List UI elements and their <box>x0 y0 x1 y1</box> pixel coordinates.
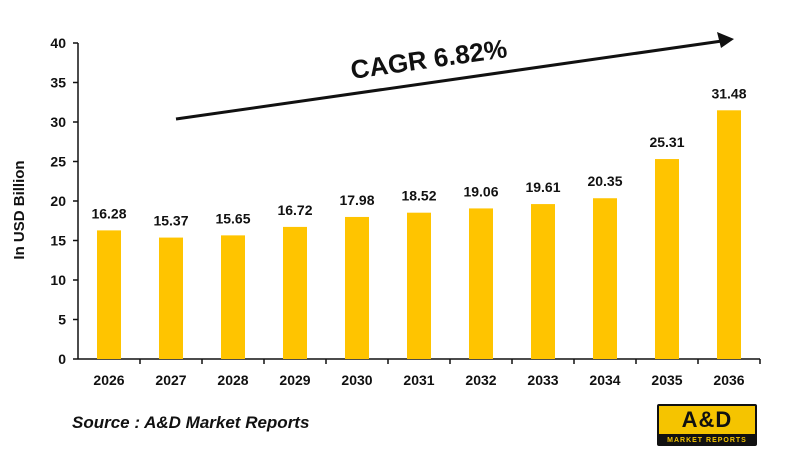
y-tick-label: 20 <box>50 193 66 209</box>
x-tick-label: 2026 <box>93 372 124 388</box>
x-tick-label: 2032 <box>465 372 496 388</box>
y-axis: 0 5 10 15 20 25 30 35 40 <box>50 35 79 367</box>
x-tick-label: 2036 <box>713 372 744 388</box>
bar <box>531 204 555 359</box>
bar <box>221 235 245 359</box>
bar <box>283 226 307 359</box>
data-label: 25.31 <box>649 134 684 150</box>
y-tick-label: 25 <box>50 154 66 170</box>
y-tick-label: 5 <box>58 312 66 328</box>
data-label: 18.52 <box>401 188 436 204</box>
x-tick-label: 2031 <box>403 372 434 388</box>
x-axis: 2026 2027 2028 2029 2030 2031 2032 2033 2034 2035… <box>78 358 761 388</box>
data-label: 15.65 <box>215 210 250 226</box>
x-tick-label: 2028 <box>217 372 248 388</box>
data-label: 19.61 <box>525 179 560 195</box>
y-tick-label: 40 <box>50 35 66 51</box>
data-label: 31.48 <box>711 85 746 101</box>
bar <box>655 159 679 359</box>
bar <box>97 230 121 359</box>
x-tick-label: 2027 <box>155 372 186 388</box>
x-tick-label: 2035 <box>651 372 682 388</box>
cagr-annotation: CAGR 6.82% <box>349 33 509 85</box>
y-tick-label: 30 <box>50 114 66 130</box>
bar <box>469 208 493 359</box>
bar <box>345 216 369 359</box>
bar <box>593 198 617 359</box>
arrow-head-icon <box>717 32 734 48</box>
x-tick-label: 2033 <box>527 372 558 388</box>
x-tick-label: 2029 <box>279 372 310 388</box>
cagr-arrow <box>175 32 734 121</box>
source-note: Source : A&D Market Reports <box>72 413 310 432</box>
data-label: 17.98 <box>339 192 374 208</box>
bar <box>407 212 431 359</box>
value-labels: 16.28 15.37 15.65 16.72 17.98 18.52 19.06 19.61… <box>91 85 746 228</box>
logo-subtitle: MARKET REPORTS <box>667 437 747 444</box>
bars <box>97 110 741 359</box>
data-label: 19.06 <box>463 183 498 199</box>
brand-logo: A&D MARKET REPORTS <box>657 404 757 446</box>
y-axis-label: In USD Billion <box>11 160 28 259</box>
data-label: 15.37 <box>153 213 188 229</box>
data-label: 16.28 <box>91 205 126 221</box>
y-tick-label: 35 <box>50 75 66 91</box>
bar <box>717 110 741 359</box>
logo-mark: A&D <box>659 406 755 434</box>
y-tick-label: 15 <box>50 233 66 249</box>
data-label: 20.35 <box>587 173 622 189</box>
x-tick-label: 2030 <box>341 372 372 388</box>
y-tick-label: 10 <box>50 272 66 288</box>
y-tick-label: 0 <box>58 351 66 367</box>
data-label: 16.72 <box>277 202 312 218</box>
x-tick-label: 2034 <box>589 372 620 388</box>
bar <box>159 237 183 359</box>
